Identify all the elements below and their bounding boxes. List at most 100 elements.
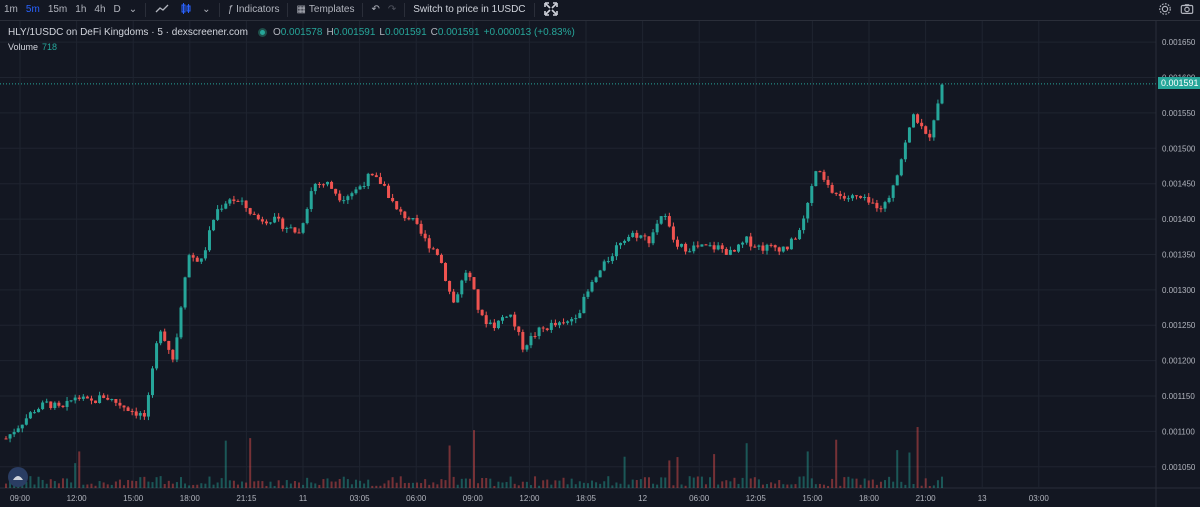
redo-icon[interactable]: ↷ (387, 4, 397, 15)
volume-bar (822, 484, 825, 488)
volume-bar (33, 484, 36, 488)
undo-icon[interactable]: ↶ (371, 4, 380, 15)
candle-body (741, 242, 745, 245)
volume-bar (114, 481, 117, 488)
candle-body (350, 193, 354, 197)
volume-bar (481, 478, 484, 488)
volume-bar (66, 478, 69, 488)
volume-bar (761, 484, 764, 488)
volume-bar (135, 481, 138, 488)
candle-body (830, 184, 834, 193)
interval-1m[interactable]: 1m (4, 4, 18, 15)
interval-d[interactable]: D (113, 4, 121, 15)
candle-body (509, 314, 513, 317)
candle-body (207, 230, 211, 251)
switch-price-button[interactable]: Switch to price in 1USDC (413, 4, 526, 15)
candle-body (256, 214, 260, 220)
candle-body (342, 200, 346, 202)
candle-body (680, 243, 684, 247)
candle-body (627, 236, 631, 241)
candle-body (102, 395, 106, 398)
volume-bar (827, 485, 830, 488)
interval-15m[interactable]: 15m (47, 4, 68, 15)
volume-bar (875, 484, 878, 488)
volume-bar (354, 479, 357, 488)
candle-body (73, 397, 77, 401)
volume-bar (383, 483, 386, 488)
volume-bar (98, 481, 101, 488)
volume-bar (13, 485, 16, 488)
volume-bar (611, 485, 614, 488)
change-value: +0.000013 (+0.83%) (483, 27, 575, 38)
candle-body (232, 199, 236, 201)
candle-body (391, 197, 395, 202)
candle-body (566, 321, 570, 323)
candle-body (269, 222, 273, 224)
candle-body (285, 227, 289, 229)
symbol-title[interactable]: HLY/1USDC on DeFi Kingdoms · 5 · dexscre… (8, 27, 248, 38)
volume-bar (623, 456, 626, 488)
candle-body (240, 200, 244, 202)
volume-bar (428, 484, 431, 488)
volume-bar (49, 479, 52, 488)
dexscreener-logo-icon[interactable] (8, 467, 28, 487)
volume-bar (912, 483, 915, 488)
volume-bar (936, 480, 939, 488)
volume-bar (82, 484, 85, 488)
candle-body (334, 188, 338, 194)
candle-body (260, 219, 264, 222)
volume-bar (607, 476, 610, 488)
volume-bar (245, 482, 248, 488)
volume-bar (696, 476, 699, 488)
candle-body (155, 343, 159, 369)
volume-bar (717, 484, 720, 488)
volume-legend[interactable]: Volume 718 (8, 42, 57, 52)
volume-bar (155, 477, 158, 488)
candle-body (216, 209, 220, 220)
volume-bar (790, 484, 793, 488)
candle-body (598, 270, 602, 278)
volume-bar (249, 438, 252, 488)
candle-body (252, 213, 256, 215)
fullscreen-icon[interactable] (539, 0, 563, 20)
candle-body (264, 221, 268, 224)
volume-bar (236, 484, 239, 488)
screenshot-camera-icon[interactable] (1180, 2, 1194, 19)
volume-bar (196, 484, 199, 488)
volume-bar (363, 483, 366, 488)
volume-bar (599, 483, 602, 488)
candle-body (330, 181, 334, 189)
candle-body (716, 245, 720, 250)
volume-bar (179, 477, 182, 488)
close-value: 0.001591 (437, 27, 480, 38)
interval-1h[interactable]: 1h (75, 4, 87, 15)
volume-bar (525, 481, 528, 488)
candle-body (277, 216, 281, 219)
settings-gear-icon[interactable] (1158, 2, 1172, 19)
candle-body (45, 401, 49, 403)
candle-chart-type-icon[interactable] (174, 0, 198, 20)
chart-type-dropdown-icon[interactable]: ⌄ (202, 4, 211, 15)
candle-body (505, 316, 509, 318)
toolbar-divider (533, 3, 535, 17)
indicators-button[interactable]: ƒ Indicators (227, 4, 280, 15)
volume-bar (220, 478, 223, 488)
candle-body (171, 349, 175, 360)
candle-body (358, 186, 362, 190)
interval-dropdown-icon[interactable]: ⌄ (128, 4, 138, 15)
candle-body (570, 319, 574, 322)
candle-body (936, 103, 940, 121)
volume-bar (302, 484, 305, 488)
candle-body (643, 235, 647, 237)
volume-bar (810, 478, 813, 488)
volume-bar (631, 479, 634, 488)
volume-bar (90, 483, 93, 488)
line-chart-type-icon[interactable] (150, 0, 174, 20)
toolbar-divider (218, 3, 220, 17)
interval-4h[interactable]: 4h (94, 4, 106, 15)
x-tick-label: 12:00 (67, 494, 88, 503)
interval-5m[interactable]: 5m (25, 4, 40, 15)
templates-button[interactable]: ▦ Templates (296, 4, 355, 15)
volume-bar (652, 483, 655, 488)
